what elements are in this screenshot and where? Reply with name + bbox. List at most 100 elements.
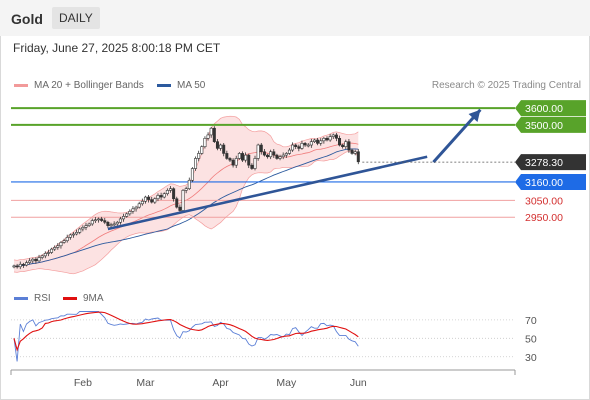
rsi-ma-line <box>13 311 359 352</box>
candle-body <box>112 223 116 226</box>
candle-body <box>147 196 151 200</box>
candle-body <box>178 206 182 211</box>
ma50-line <box>13 148 359 267</box>
level-label-3050.00: 3050.00 <box>525 195 563 207</box>
legend-ma50-swatch <box>157 83 171 87</box>
candle-body <box>18 263 22 268</box>
bollinger-band-fill <box>14 116 359 274</box>
candle-body <box>215 141 219 149</box>
candle-body <box>244 154 248 161</box>
candle-body <box>81 227 85 230</box>
candle-body <box>203 138 207 147</box>
candle-body <box>338 138 342 146</box>
candle-body <box>209 127 213 136</box>
candle-body <box>240 153 244 161</box>
candle-body <box>331 134 335 137</box>
candle-body <box>162 193 166 198</box>
candle-body <box>128 211 132 215</box>
candle-body <box>222 144 226 154</box>
candle-body <box>256 144 260 159</box>
candle-body <box>206 134 210 139</box>
candle-body <box>159 195 163 198</box>
x-tick-jun: Jun <box>350 377 367 389</box>
candle-body <box>65 237 69 242</box>
legend-rsi-swatch <box>14 296 28 300</box>
candle-body <box>287 149 291 154</box>
candle-body <box>165 190 169 195</box>
candle-body <box>281 154 285 158</box>
candle-body <box>219 144 223 149</box>
candle-body <box>184 188 188 191</box>
candle-body <box>291 144 295 151</box>
candle-body <box>131 208 135 212</box>
candle-body <box>322 138 326 142</box>
candle-body <box>25 262 29 266</box>
legend-rsi-ma-label: 9MA <box>83 293 104 304</box>
candle-body <box>275 154 279 159</box>
candle-body <box>109 224 113 227</box>
candle-body <box>90 220 94 225</box>
candle-body <box>181 190 185 211</box>
level-label-3160.00: 3160.00 <box>525 177 563 189</box>
candle-body <box>334 134 338 139</box>
rsi-tick-50: 50 <box>525 333 537 345</box>
candle-body <box>212 127 216 142</box>
candle-body <box>15 265 19 268</box>
candle-body <box>347 141 351 151</box>
candle-body <box>266 154 270 158</box>
candle-body <box>31 258 35 262</box>
candle-body <box>350 149 354 154</box>
candle-body <box>228 158 232 161</box>
candle-body <box>231 159 235 166</box>
candle-body <box>187 179 191 189</box>
candle-body <box>262 151 266 156</box>
instrument-title: Gold <box>11 11 43 27</box>
legend-bollinger[interactable]: MA 20 + Bollinger Bands <box>14 80 144 91</box>
candle-body <box>97 218 101 221</box>
candle-body <box>50 248 54 253</box>
legend-bollinger-swatch <box>14 83 28 87</box>
legend-rsi-ma[interactable]: 9MA <box>63 293 104 304</box>
rsi-tick-30: 30 <box>525 352 537 364</box>
candle-body <box>118 218 122 223</box>
current-price-box <box>515 154 586 171</box>
candle-body <box>53 247 57 250</box>
candle-body <box>134 206 138 210</box>
legend-rsi[interactable]: RSI <box>14 293 51 304</box>
candle-body <box>40 255 44 258</box>
level-box-3500.00 <box>515 116 586 133</box>
candle-body <box>303 143 307 146</box>
level-label-3500.00: 3500.00 <box>525 120 563 132</box>
rsi-line <box>13 311 359 362</box>
candle-body <box>122 216 126 220</box>
candle-body <box>284 153 288 156</box>
candle-body <box>172 188 176 200</box>
candle-body <box>75 232 79 235</box>
header-bar: Gold DAILY <box>0 0 590 36</box>
candle-body <box>84 225 88 228</box>
candle-body <box>269 151 273 158</box>
candle-body <box>143 196 147 202</box>
bollinger-upper-line <box>13 115 359 261</box>
current-price-label: 3278.30 <box>525 157 563 169</box>
legend-bollinger-label: MA 20 + Bollinger Bands <box>34 80 144 91</box>
candle-body <box>153 198 157 203</box>
candle-body <box>356 151 360 163</box>
candle-body <box>325 138 329 141</box>
candle-body <box>197 153 201 159</box>
candle-body <box>37 257 41 262</box>
legend-ma50[interactable]: MA 50 <box>157 80 205 91</box>
candle-body <box>259 144 263 153</box>
candle-body <box>56 245 60 248</box>
forecast-arrow-shaft <box>432 108 482 164</box>
candle-body <box>12 265 16 268</box>
candle-body <box>125 213 129 217</box>
candle-body <box>78 228 82 233</box>
candle-body <box>21 263 25 266</box>
forecast-arrow-head <box>468 109 481 122</box>
period-selector[interactable]: DAILY <box>52 7 100 29</box>
candle-body <box>28 260 32 263</box>
candle-body <box>62 240 66 243</box>
candle-body <box>344 141 348 147</box>
